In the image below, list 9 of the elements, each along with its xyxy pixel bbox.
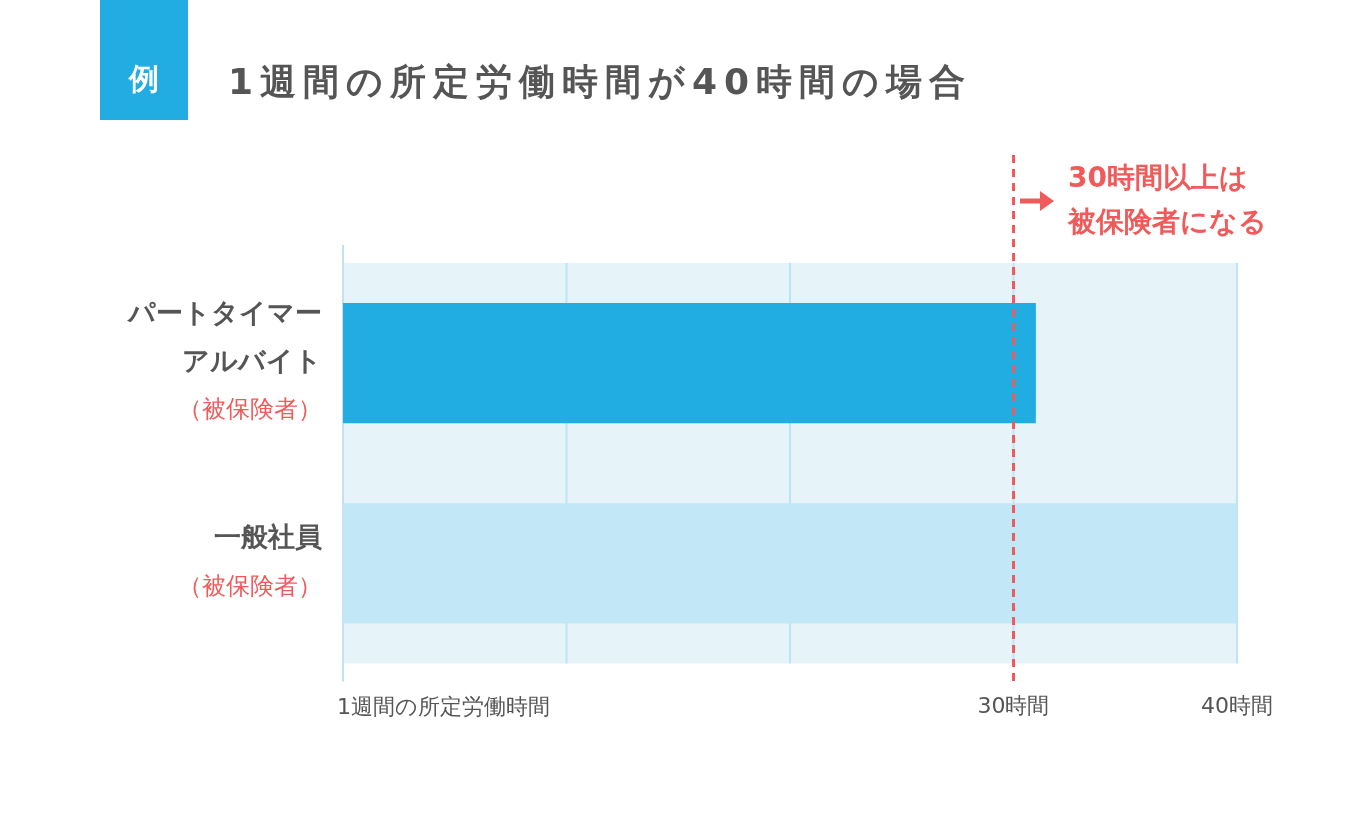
y-tick-label: 一般社員: [214, 521, 322, 553]
text: （被保険者）: [178, 571, 322, 600]
y-tick-label: パートタイマーアルバイト: [126, 297, 322, 377]
x-axis-title: 1週間の所定労働時間: [337, 694, 550, 720]
x-tick-label: 40時間: [1201, 692, 1273, 718]
ref-line-label: 30時間以上は被保険者になる: [1068, 160, 1268, 240]
chart-title: 1週間の所定労働時間が40時間の場合: [228, 60, 973, 104]
x-tick-label: 30時間: [977, 692, 1050, 718]
text: （被保険者）: [178, 395, 322, 424]
